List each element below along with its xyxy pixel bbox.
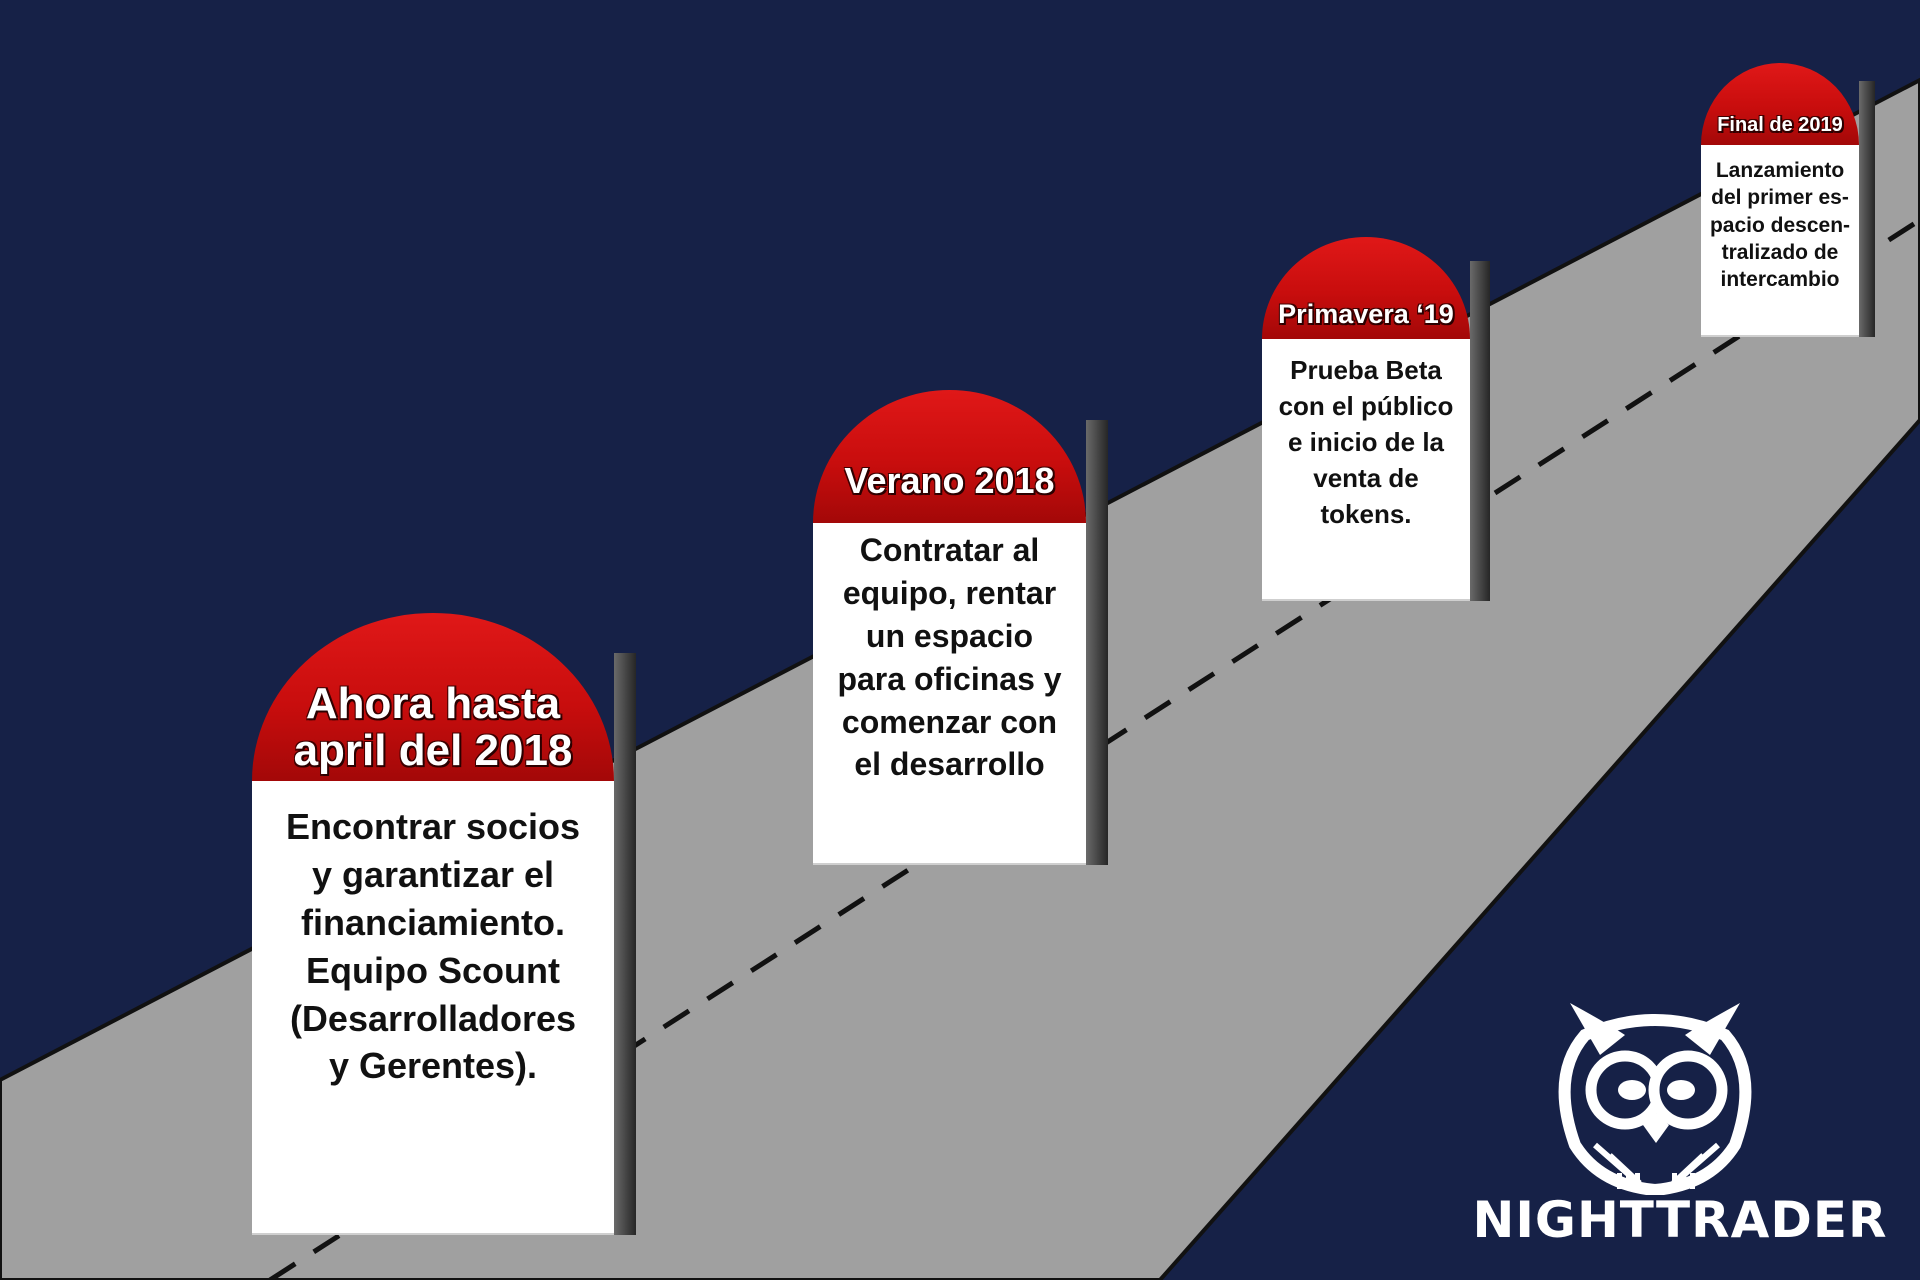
milestone-title: Final de 2019 (1717, 114, 1843, 137)
owl-icon (1558, 1003, 1752, 1195)
milestone-panel: Prueba Beta con el público e inicio de l… (1262, 339, 1470, 601)
milestone-cap: Verano 2018 (813, 390, 1086, 523)
milestone-spring-2019: Primavera ‘19 Prueba Beta con el público… (1262, 237, 1490, 601)
milestone-title: Ahora hasta april del 2018 (293, 678, 573, 776)
brand-name: NIGHTTRADER (1472, 1191, 1888, 1249)
milestone-panel: Encontrar socios y garantizar el financi… (252, 781, 614, 1235)
milestone-description: Encontrar socios y garantizar el financi… (285, 806, 581, 1087)
milestone-cap: Primavera ‘19 (1262, 237, 1470, 339)
milestone-now-2018: Ahora hasta april del 2018 Encontrar soc… (252, 613, 636, 1235)
milestone-panel: Contratar al equipo, rentar un espacio p… (813, 523, 1086, 865)
milestone-end-2019: Final de 2019 Lanzamiento del primer es-… (1701, 63, 1875, 337)
milestone-description: Contratar al equipo, rentar un espacio p… (837, 532, 1062, 783)
milestone-cap: Final de 2019 (1701, 63, 1859, 145)
milestone-summer-2018: Verano 2018 Contratar al equipo, rentar … (813, 390, 1108, 865)
milestone-description: Prueba Beta con el público e inicio de l… (1278, 355, 1454, 529)
milestone-panel: Lanzamiento del primer es- pacio descen-… (1701, 145, 1859, 337)
milestone-title: Primavera ‘19 (1278, 298, 1454, 329)
nighttrader-logo: NIGHTTRADER (1460, 995, 1900, 1265)
milestone-cap: Ahora hasta april del 2018 (252, 613, 614, 781)
milestone-description: Lanzamiento del primer es- pacio descen-… (1709, 159, 1851, 292)
milestone-title: Verano 2018 (844, 460, 1055, 502)
